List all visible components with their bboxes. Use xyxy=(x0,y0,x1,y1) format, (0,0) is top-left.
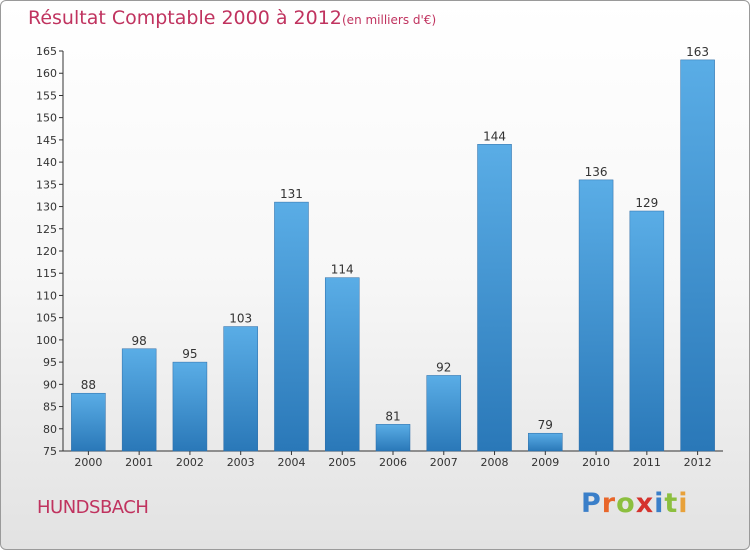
bar-2002 xyxy=(172,361,208,452)
x-tick-label: 2010 xyxy=(582,456,610,469)
y-tick-label: 165 xyxy=(36,45,57,58)
logo-letter: i xyxy=(654,488,665,519)
y-tick-label: 135 xyxy=(36,178,57,191)
x-tick-label: 2011 xyxy=(633,456,661,469)
value-label: 144 xyxy=(483,129,506,143)
x-tick-label: 2003 xyxy=(227,456,255,469)
y-tick-label: 145 xyxy=(36,134,57,147)
x-tick-label: 2005 xyxy=(328,456,356,469)
value-label: 98 xyxy=(132,334,147,348)
y-tick-label: 130 xyxy=(36,201,57,214)
value-label: 79 xyxy=(538,418,553,432)
bar-2004 xyxy=(274,201,309,452)
x-tick-label: 2000 xyxy=(74,456,102,469)
y-tick-label: 95 xyxy=(43,356,57,369)
x-tick-label: 2007 xyxy=(430,456,458,469)
value-label: 129 xyxy=(635,196,658,210)
chart-title: Résultat Comptable 2000 à 2012 xyxy=(28,7,342,29)
bar-2006 xyxy=(375,424,411,452)
y-tick-label: 115 xyxy=(36,267,57,280)
y-tick-label: 100 xyxy=(36,334,57,347)
logo-letter: t xyxy=(664,488,679,519)
bar-2000 xyxy=(71,392,106,452)
x-tick-label: 2012 xyxy=(684,456,712,469)
proxiti-logo[interactable]: Proxiti xyxy=(581,488,689,519)
y-tick-label: 160 xyxy=(36,67,57,80)
bar-2010 xyxy=(578,179,614,452)
y-tick-label: 85 xyxy=(43,401,57,414)
y-tick-label: 90 xyxy=(43,378,57,391)
commune-name: HUNDSBACH xyxy=(37,497,149,518)
bar-2008 xyxy=(477,144,512,452)
value-label: 114 xyxy=(331,263,354,277)
x-tick-label: 2002 xyxy=(176,456,204,469)
value-label: 136 xyxy=(585,165,608,179)
value-label: 131 xyxy=(280,187,303,201)
bar-2007 xyxy=(426,375,462,452)
bar-2003 xyxy=(223,326,258,452)
logo-letter: o xyxy=(616,488,636,519)
y-tick-label: 150 xyxy=(36,112,57,125)
y-tick-label: 125 xyxy=(36,223,57,236)
value-label: 95 xyxy=(182,347,197,361)
x-tick-label: 2009 xyxy=(531,456,559,469)
y-tick-label: 155 xyxy=(36,89,57,102)
x-tick-label: 2004 xyxy=(277,456,305,469)
x-tick-label: 2006 xyxy=(379,456,407,469)
chart-unit: (en milliers d'€) xyxy=(342,13,437,27)
value-label: 103 xyxy=(229,312,252,326)
bar-2012 xyxy=(680,59,715,452)
bar-2009 xyxy=(528,432,563,452)
value-label: 88 xyxy=(81,378,96,392)
logo-letter: i xyxy=(678,488,689,519)
y-tick-label: 105 xyxy=(36,312,57,325)
bar-2005 xyxy=(324,277,360,452)
value-label: 81 xyxy=(385,409,400,423)
bar-2011 xyxy=(629,210,665,452)
x-tick-label: 2001 xyxy=(125,456,153,469)
y-tick-label: 110 xyxy=(36,289,57,302)
bar-2001 xyxy=(121,348,157,452)
logo-letter: x xyxy=(635,488,655,519)
logo-letter: P xyxy=(581,488,602,519)
value-label: 92 xyxy=(436,360,451,374)
x-tick-label: 2008 xyxy=(481,456,509,469)
y-tick-label: 80 xyxy=(43,423,57,436)
logo-letter: r xyxy=(601,488,617,519)
y-tick-label: 120 xyxy=(36,245,57,258)
y-tick-label: 75 xyxy=(43,445,57,458)
y-tick-label: 140 xyxy=(36,156,57,169)
value-label: 163 xyxy=(686,45,709,59)
